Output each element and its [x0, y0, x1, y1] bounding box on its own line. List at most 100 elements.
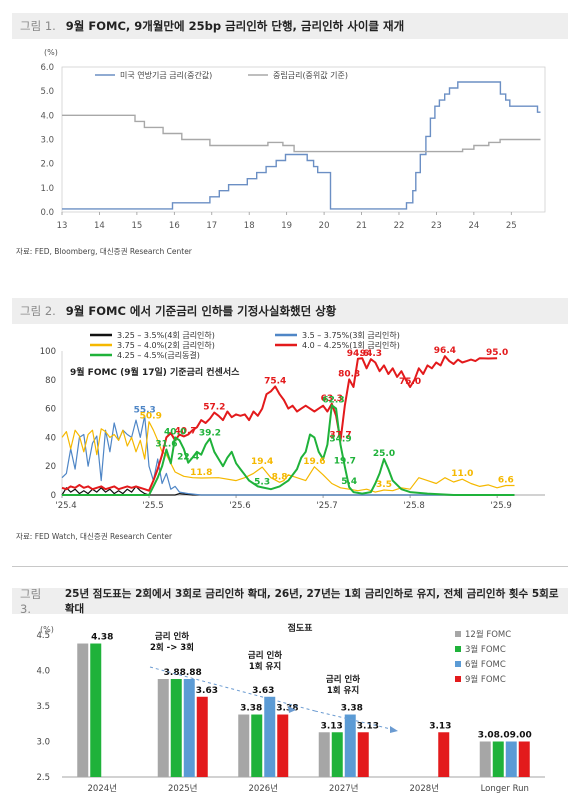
bar-3-4	[438, 732, 450, 777]
y-tick-label: 5.0	[40, 87, 54, 97]
data-label: 11.8	[190, 468, 212, 478]
x-tick-label: 2026년	[249, 783, 278, 794]
data-label: 80.3	[338, 369, 360, 379]
trend-arrow	[149, 666, 316, 712]
x-tick-label: '25.8	[403, 501, 424, 511]
y-tick-label: 4.0	[36, 667, 50, 677]
data-label: 95.0	[486, 348, 508, 358]
x-tick-label: 24	[468, 221, 479, 231]
data-label: 5.3	[254, 477, 270, 487]
data-label: 75.4	[264, 376, 286, 386]
bar-1-0	[90, 643, 102, 777]
data-label: 3.5	[376, 480, 392, 490]
chart-1-fed-funds: (%) 0.0 1.0 2.0 3.0 4.0 5.0 6.0 13 14 15 16 17 18 19 20…	[40, 48, 546, 231]
x-tick-label: 2025년	[168, 783, 197, 794]
x-tick-label: 19	[281, 221, 292, 231]
legend-swatch-2	[455, 661, 461, 667]
data-label: 50.9	[140, 412, 162, 422]
legend-label-1: 중립금리(중위값 기준)	[273, 70, 348, 80]
arrow-head	[390, 726, 398, 733]
y-tick-label: 3.0	[40, 136, 54, 146]
legend-label-1: 3월 FOMC	[465, 644, 506, 655]
series-line-2	[61, 421, 515, 493]
data-label: 19.7	[334, 457, 356, 467]
data-label: 37.7	[329, 431, 351, 441]
y-tick-label: 100	[40, 347, 56, 357]
x-tick-label: Longer Run	[481, 784, 529, 794]
x-tick-label: 2024년	[88, 783, 117, 794]
y-unit: (%)	[44, 48, 58, 57]
data-label: 34.9	[329, 435, 351, 445]
figure-1-number: 그림 1.	[20, 19, 56, 33]
figure-2-title: 9월 FOMC 에서 기준금리 인하를 기정사실화했던 상황	[65, 304, 337, 318]
data-label: 3.38	[276, 704, 298, 714]
note-text: 금리 인하	[248, 650, 282, 661]
x-tick-label: 17	[206, 221, 217, 231]
series-line-4	[62, 404, 515, 496]
data-label: 19.4	[251, 457, 273, 467]
legend-label-4: 4.25 – 4.5%(금리동결)	[117, 350, 200, 360]
data-label: 40.0	[164, 427, 186, 437]
x-tick-label: 16	[169, 221, 180, 231]
bar-0-1	[157, 679, 169, 777]
legend-swatch-0	[455, 631, 461, 637]
data-label: 3.38	[240, 704, 262, 714]
note-text: 금리 인하	[326, 674, 360, 685]
note-text: 1회 유지	[327, 685, 359, 696]
chart-2-title: 9월 FOMC (9월 17일) 기준금리 컨센서스	[70, 366, 240, 378]
data-label: 5.4	[341, 477, 357, 487]
chart-3-dot-plot: (%) 2.5 3.0 3.5 4.0 4.5 2024년 2025년 2026년 2027년 20…	[36, 622, 545, 794]
y-tick-label: 6.0	[40, 63, 54, 73]
y-tick-label: 20	[45, 462, 56, 472]
x-tick-label: 2028년	[410, 783, 439, 794]
data-label: 3.13	[321, 721, 343, 731]
x-tick-label: 20	[319, 221, 330, 231]
bar-3-3	[357, 732, 369, 777]
data-label: 3.13	[429, 721, 451, 731]
data-label: 6.6	[498, 475, 514, 485]
figure-1-source: 자료: FED, Bloomberg, 대신증권 Research Center	[16, 247, 192, 256]
data-label: 22.4	[177, 453, 199, 463]
y-tick-label: 0.0	[40, 208, 54, 218]
x-tick-label: 14	[94, 221, 105, 231]
bar-1-5	[492, 741, 504, 777]
figure-2-header: 그림 2. 9월 FOMC 에서 기준금리 인하를 기정사실화했던 상황	[12, 298, 568, 324]
x-tick-label: 22	[394, 221, 405, 231]
legend-label-1: 3.5 – 3.75%(3회 금리인하)	[302, 330, 400, 340]
bar-0-2	[238, 714, 250, 777]
data-label: 39.2	[199, 429, 221, 439]
trend-arrow	[314, 710, 396, 731]
legend-label-0: 미국 연방기금 금리(중간값)	[120, 70, 212, 80]
bar-0-0	[77, 643, 89, 777]
bar-2-1	[183, 679, 195, 777]
bar-0-5	[479, 741, 491, 777]
x-tick-label: '25.9	[491, 501, 512, 511]
x-tick-label: '25.7	[316, 501, 337, 511]
chart-2-fedwatch: 0 20 40 60 80 100 '25.4 '25.5 '25.6 '25.7 '25.8 '25…	[40, 330, 545, 511]
data-label: 3.13	[357, 721, 379, 731]
y-tick-label: 4.0	[40, 111, 54, 121]
data-label: 19.6	[303, 457, 325, 467]
x-tick-label: '25.5	[142, 501, 163, 511]
figure-2-source: 자료: FED Watch, 대신증권 Research Center	[16, 532, 173, 541]
x-tick-label: 13	[57, 221, 68, 231]
bar-1-3	[331, 732, 343, 777]
figure-3-title: 25년 점도표는 2회에서 3회로 금리인하 확대, 26년, 27년는 1회 …	[64, 588, 559, 615]
y-tick-label: 3.5	[36, 702, 50, 712]
x-tick-label: 23	[431, 221, 442, 231]
bar-3-2	[277, 714, 289, 777]
x-tick-label: 18	[244, 221, 255, 231]
figure-3: 그림 3. 25년 점도표는 2회에서 3회로 금리인하 확대, 26년, 27…	[0, 585, 580, 810]
data-label: 94.6	[347, 349, 369, 359]
data-label: 3.38	[341, 704, 363, 714]
legend-swatch-1	[455, 646, 461, 652]
data-label: 25.0	[373, 449, 395, 459]
note-text: 1회 유지	[249, 661, 281, 672]
bar-1-1	[170, 679, 182, 777]
y-tick-label: 0	[51, 491, 56, 501]
data-label: 3.88.88	[164, 668, 202, 678]
legend-swatch-3	[455, 676, 461, 682]
figure-1-title: 9월 FOMC, 9개월만에 25bp 금리인하 단행, 금리인하 사이클 재개	[65, 19, 405, 33]
y-tick-label: 2.5	[36, 773, 50, 783]
bar-2-2	[264, 696, 276, 777]
